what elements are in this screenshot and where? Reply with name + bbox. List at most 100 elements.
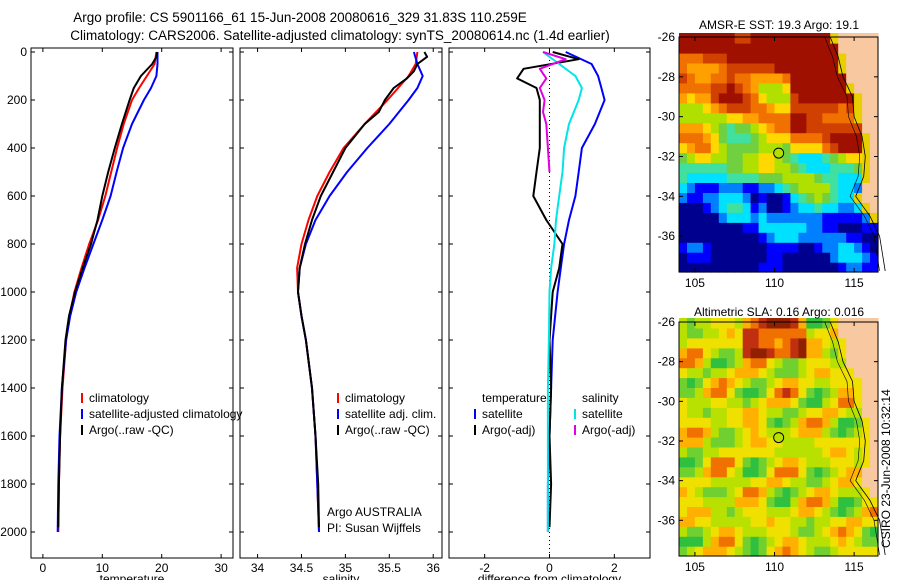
map-cell — [758, 546, 768, 557]
map-cell — [702, 347, 712, 359]
map-cell — [750, 102, 760, 114]
map-cell — [782, 357, 792, 369]
map-cell — [734, 357, 744, 369]
map-cell — [870, 152, 879, 164]
map-cell — [838, 407, 847, 418]
map-cell — [750, 152, 760, 164]
map-cell — [750, 486, 760, 498]
map-cell — [766, 536, 776, 547]
map-cell — [790, 112, 799, 124]
map-cell — [710, 526, 720, 537]
map-cell — [734, 222, 744, 233]
map-cell — [806, 212, 815, 223]
map-cell — [830, 417, 839, 428]
map-cell — [766, 496, 776, 507]
sst-map-frame — [678, 36, 879, 273]
map-cell — [870, 162, 879, 174]
map-cell — [734, 318, 744, 329]
map-cell — [822, 327, 831, 339]
map-cell — [798, 43, 807, 54]
map-cell — [870, 486, 879, 498]
map-cell — [758, 377, 768, 388]
map-cell — [758, 347, 768, 359]
map-cell — [726, 337, 736, 349]
map-cell — [742, 202, 752, 213]
map-cell — [718, 182, 728, 193]
map-cell — [718, 347, 728, 359]
map-cell — [758, 536, 768, 547]
map-cell — [774, 92, 784, 104]
map-cell — [687, 327, 696, 339]
map-cell — [814, 546, 823, 557]
map-cell — [814, 496, 823, 507]
map-cell — [798, 92, 807, 104]
map-cell — [687, 516, 696, 527]
map-cell — [679, 132, 688, 144]
map-cell — [702, 486, 712, 498]
map-cell — [734, 172, 744, 183]
map-cell — [758, 496, 768, 507]
map-cell — [718, 506, 728, 517]
map-cell — [687, 427, 696, 438]
map-cell — [830, 112, 839, 124]
map-cell — [870, 318, 879, 329]
map-cell — [710, 242, 720, 253]
map-cell — [822, 417, 831, 428]
map-cell — [687, 212, 696, 223]
map-cell — [694, 82, 704, 94]
map-cell — [750, 232, 760, 243]
xaxis-label-diff: difference from climatology — [478, 572, 621, 580]
map-cell — [710, 347, 720, 359]
map-cell — [782, 506, 792, 517]
map-cell — [862, 397, 871, 408]
sla-ytick-label: -30 — [658, 394, 676, 408]
map-cell — [718, 122, 728, 134]
map-cell — [766, 337, 776, 349]
map-cell — [718, 417, 728, 428]
map-cell — [758, 476, 768, 488]
map-cell — [742, 536, 752, 547]
map-cell — [854, 72, 863, 84]
map-cell — [822, 52, 831, 64]
map-cell — [814, 476, 823, 488]
map-cell — [750, 526, 760, 537]
map-cell — [838, 377, 847, 388]
map-cell — [798, 486, 807, 498]
map-cell — [679, 82, 688, 94]
map-cell — [742, 476, 752, 488]
map-cell — [862, 327, 871, 339]
map-cell — [862, 377, 871, 388]
map-cell — [782, 192, 792, 203]
map-cell — [782, 232, 792, 243]
map-cell — [710, 202, 720, 213]
map-cell — [750, 52, 760, 64]
map-cell — [726, 546, 736, 557]
map-cell — [750, 456, 760, 468]
map-cell — [742, 232, 752, 243]
map-cell — [846, 417, 855, 428]
map-cell — [814, 327, 823, 339]
map-cell — [758, 252, 768, 263]
map-cell — [782, 417, 792, 428]
map-cell — [870, 252, 879, 263]
map-cell — [862, 387, 871, 398]
map-cell — [718, 33, 728, 44]
map-cell — [718, 526, 728, 537]
map-cell — [862, 112, 871, 124]
map-cell — [862, 526, 871, 537]
map-cell — [766, 33, 776, 44]
map-cell — [758, 112, 768, 124]
map-cell — [822, 357, 831, 369]
map-cell — [838, 182, 847, 193]
sst-ytick-label: -36 — [658, 229, 676, 243]
map-cell — [710, 496, 720, 507]
map-cell — [774, 417, 784, 428]
map-cell — [822, 546, 831, 557]
map-cell — [750, 407, 760, 418]
map-cell — [750, 427, 760, 438]
map-cell — [814, 102, 823, 114]
map-cell — [679, 397, 688, 408]
map-cell — [838, 52, 847, 64]
map-cell — [862, 347, 871, 359]
map-cell — [862, 486, 871, 498]
